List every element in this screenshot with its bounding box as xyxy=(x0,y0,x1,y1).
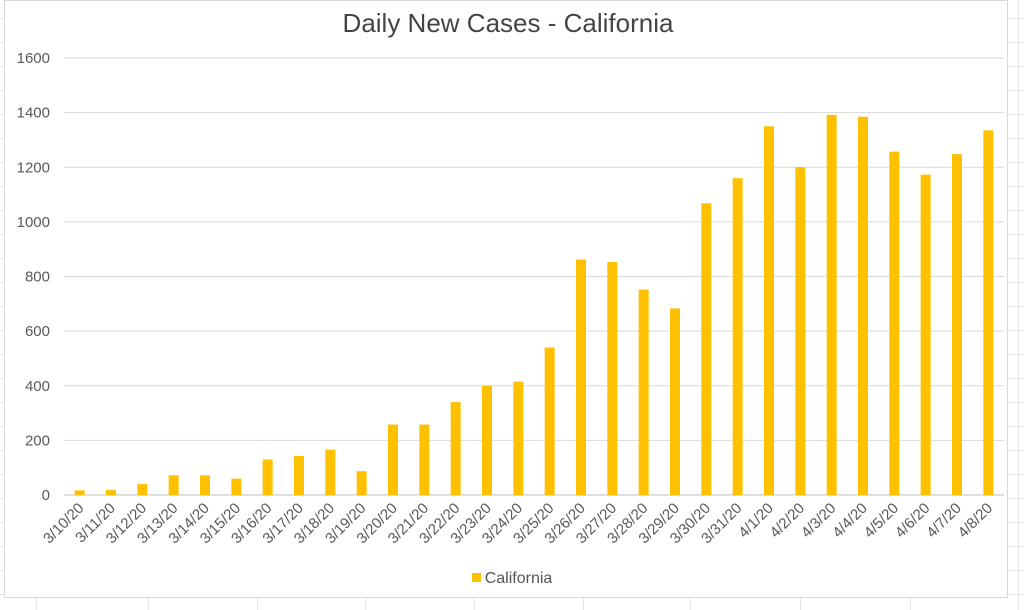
bar xyxy=(137,484,148,495)
bar xyxy=(764,126,774,495)
bar xyxy=(607,262,618,495)
bar xyxy=(231,478,242,495)
x-tick-label: 4/6/20 xyxy=(892,500,934,542)
bar xyxy=(106,490,116,495)
y-tick-label: 0 xyxy=(42,487,50,504)
bar xyxy=(168,475,179,495)
bar xyxy=(889,151,900,495)
y-tick-label: 200 xyxy=(25,432,50,449)
y-tick-label: 1400 xyxy=(17,105,50,122)
bar xyxy=(294,455,304,495)
legend-label: California xyxy=(484,570,553,587)
bar xyxy=(482,385,492,495)
x-tick-label: 4/2/20 xyxy=(767,500,809,542)
legend-swatch xyxy=(471,573,481,583)
bars xyxy=(74,114,994,496)
bar xyxy=(262,459,273,495)
y-tick-label: 600 xyxy=(25,323,50,340)
bar xyxy=(795,167,806,495)
bar xyxy=(670,308,680,495)
x-tick-label: 4/8/20 xyxy=(955,500,997,542)
bar xyxy=(356,471,367,495)
bar xyxy=(858,116,868,496)
bar xyxy=(826,114,837,495)
chart-area xyxy=(4,0,1008,598)
y-tick-label: 1200 xyxy=(17,159,50,176)
bar xyxy=(952,154,962,495)
chart-title: Daily New Cases - California xyxy=(342,8,674,38)
bar xyxy=(450,402,461,495)
bar xyxy=(544,347,555,495)
x-tick-label: 4/7/20 xyxy=(923,500,965,542)
bar xyxy=(419,424,430,495)
x-tick-label: 4/4/20 xyxy=(829,500,871,542)
bar xyxy=(325,449,336,495)
y-tick-label: 400 xyxy=(25,378,50,395)
bar xyxy=(920,174,931,495)
x-axis-ticks: 3/10/203/11/203/12/203/13/203/14/203/15/… xyxy=(40,500,996,547)
x-tick-label: 4/1/20 xyxy=(735,500,777,542)
bar xyxy=(701,203,712,496)
y-tick-label: 1600 xyxy=(17,50,50,67)
bar xyxy=(513,381,524,495)
y-tick-label: 1000 xyxy=(17,214,50,231)
bar xyxy=(74,490,85,495)
bar xyxy=(983,130,994,496)
bar xyxy=(576,259,586,495)
legend: California xyxy=(0,570,1024,588)
y-tick-label: 800 xyxy=(25,269,50,286)
bar xyxy=(732,178,743,496)
y-axis-ticks: 0 200 400 600 800 1000 1200 1400 1600 xyxy=(17,50,50,504)
bar xyxy=(388,424,398,495)
bar xyxy=(200,475,210,495)
x-tick-label: 4/5/20 xyxy=(861,500,903,542)
bar xyxy=(638,289,649,495)
gridlines xyxy=(64,57,1004,496)
x-tick-label: 4/3/20 xyxy=(798,500,840,542)
